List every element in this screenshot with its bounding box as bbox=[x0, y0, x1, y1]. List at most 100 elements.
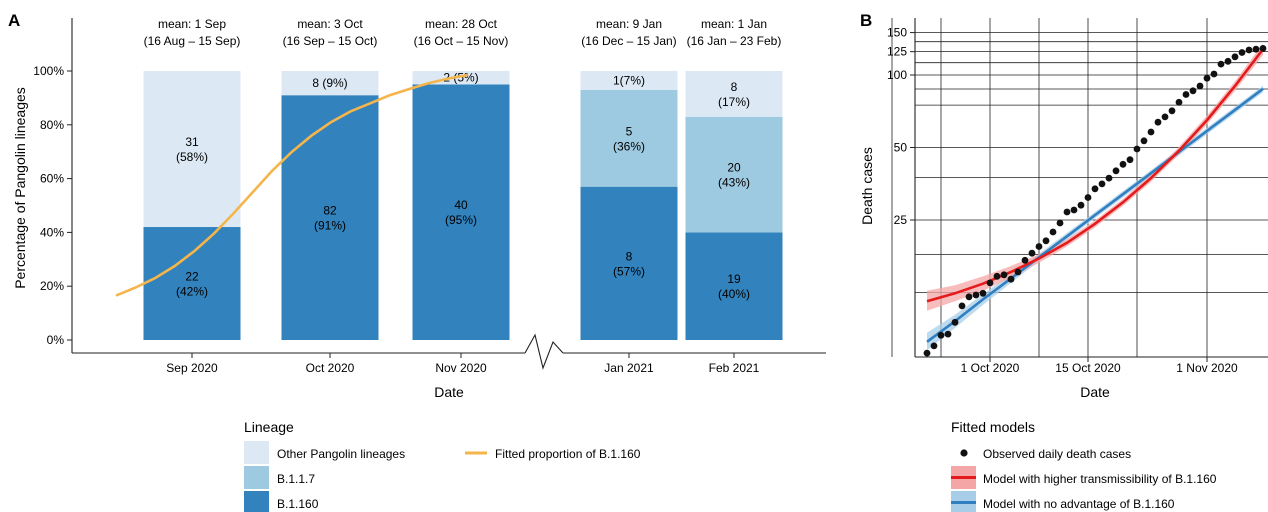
panel-label-a: A bbox=[8, 11, 20, 30]
observed-point bbox=[1126, 156, 1134, 164]
b-y-tick-label: 50 bbox=[894, 141, 908, 155]
bar-count-label: 19 bbox=[727, 272, 741, 286]
bar-count-label: 8 bbox=[731, 80, 738, 94]
bar-percent-label: (91%) bbox=[314, 219, 346, 233]
b-y-tick-label: 100 bbox=[887, 68, 907, 82]
observed-point bbox=[1182, 91, 1190, 98]
a-bar-labels: 22(42%) 31(58%) 82(91%) 8 (9%) 40(95%) 2 (5%)… bbox=[176, 71, 750, 301]
a-x-axis-title: Date bbox=[434, 384, 464, 400]
observed-point bbox=[1161, 113, 1169, 121]
bar-count-label: 22 bbox=[185, 270, 199, 284]
bar-annotation-mean: mean: 1 Jan bbox=[701, 17, 767, 31]
observed-point bbox=[1077, 201, 1085, 209]
observed-point bbox=[1238, 49, 1246, 56]
bar-annotation-mean: mean: 3 Oct bbox=[297, 17, 363, 31]
a-y-ticks: 0% 20% 40% 60% 80% 100% bbox=[33, 64, 72, 347]
observed-point bbox=[993, 272, 1001, 280]
observed-point bbox=[958, 302, 966, 310]
observed-point bbox=[1168, 107, 1176, 115]
a-x-tick-label: Nov 2020 bbox=[435, 361, 487, 375]
observed-point bbox=[1252, 45, 1260, 53]
b-y-axis-title: Death cases bbox=[859, 147, 875, 225]
observed-point bbox=[972, 291, 980, 299]
bar-b-1-160-1 bbox=[281, 95, 379, 341]
bar-other-pangolin-lineages-3 bbox=[580, 71, 678, 90]
bar-annotation-mean: mean: 28 Oct bbox=[425, 17, 498, 31]
bar-count-percent-label: 8 (9%) bbox=[312, 76, 347, 90]
b-x-tick-label: 1 Nov 2020 bbox=[1176, 361, 1238, 375]
observed-point bbox=[965, 293, 973, 301]
bar-b-1-1-7-3 bbox=[580, 89, 678, 187]
observed-point bbox=[1063, 208, 1071, 216]
observed-point bbox=[1217, 60, 1225, 68]
bar-annotation-range: (16 Oct – 15 Nov) bbox=[414, 34, 509, 48]
a-x-tick-label: Oct 2020 bbox=[306, 361, 355, 375]
panel-label-b: B bbox=[860, 11, 872, 30]
bar-other-pangolin-lineages-0 bbox=[143, 71, 241, 228]
observed-point bbox=[1154, 118, 1162, 126]
observed-point bbox=[1147, 128, 1155, 136]
observed-point bbox=[1245, 46, 1253, 54]
observed-point bbox=[1175, 98, 1183, 106]
observed-point bbox=[1203, 74, 1211, 82]
b-y-tick-label: 25 bbox=[894, 213, 908, 227]
b-observed-points bbox=[923, 45, 1267, 357]
legend-label-model-none: Model with no advantage of B.1.160 bbox=[983, 497, 1175, 511]
legend-swatch-other bbox=[244, 441, 269, 464]
bar-count-label: 5 bbox=[626, 124, 633, 138]
a-x-tick-label: Jan 2021 bbox=[604, 361, 654, 375]
observed-point bbox=[1105, 174, 1113, 182]
a-bars bbox=[143, 71, 783, 341]
observed-point bbox=[1231, 53, 1239, 61]
a-y-axis-title: Percentage of Pangolin lineages bbox=[12, 87, 28, 289]
confidence-band-high bbox=[927, 43, 1263, 311]
a-y-tick-label: 0% bbox=[47, 333, 65, 347]
bar-annotation-range: (16 Jan – 23 Feb) bbox=[687, 34, 782, 48]
legend-swatch-b117 bbox=[244, 466, 269, 489]
bar-count-label: 31 bbox=[185, 135, 199, 149]
legend-swatch-b1160 bbox=[244, 491, 269, 512]
observed-point bbox=[1049, 228, 1057, 236]
observed-point bbox=[1056, 219, 1064, 227]
bar-percent-label: (57%) bbox=[613, 264, 645, 278]
bar-other-pangolin-lineages-4 bbox=[685, 71, 783, 117]
observed-point bbox=[1259, 45, 1267, 52]
observed-point bbox=[923, 349, 931, 357]
bar-count-percent-label: 1(7%) bbox=[613, 73, 645, 87]
bar-count-percent-label: 2 (5%) bbox=[443, 71, 478, 85]
legend-title-fitted-models: Fitted models bbox=[951, 419, 1035, 435]
a-x-ticks: Sep 2020 Oct 2020 Nov 2020 Jan 2021 Feb 2021 bbox=[166, 353, 760, 375]
b-legend: Fitted models Observed daily death cases… bbox=[951, 419, 1217, 512]
a-y-tick-label: 100% bbox=[33, 64, 64, 78]
b-y-tick-label: 125 bbox=[887, 45, 907, 59]
bar-annotation-mean: mean: 9 Jan bbox=[596, 17, 662, 31]
legend-label-b117: B.1.1.7 bbox=[277, 472, 315, 486]
a-y-tick-label: 60% bbox=[40, 172, 64, 186]
legend-swatch-observed bbox=[960, 449, 968, 457]
observed-point bbox=[1042, 237, 1050, 245]
model-line-none bbox=[926, 87, 1264, 343]
observed-point bbox=[1014, 268, 1022, 276]
bar-b-1-160-4 bbox=[685, 232, 783, 340]
observed-point bbox=[1035, 243, 1043, 250]
bar-count-label: 8 bbox=[626, 249, 633, 263]
bar-b-1-1-7-4 bbox=[685, 116, 783, 233]
bar-count-label: 40 bbox=[454, 198, 468, 212]
b-y-ticks: 25 50 100 125 150 bbox=[887, 26, 915, 227]
bar-b-1-160-2 bbox=[412, 84, 510, 340]
bar-annotation-range: (16 Sep – 15 Oct) bbox=[283, 34, 378, 48]
bar-percent-label: (36%) bbox=[613, 139, 645, 153]
panel-a-chart: 22(42%) 31(58%) 82(91%) 8 (9%) 40(95%) 2 (5%)… bbox=[12, 17, 826, 400]
observed-point bbox=[1098, 180, 1106, 188]
observed-point bbox=[986, 279, 994, 287]
bar-percent-label: (58%) bbox=[176, 150, 208, 164]
legend-label-fitted: Fitted proportion of B.1.160 bbox=[495, 447, 641, 461]
a-axes bbox=[71, 18, 826, 370]
bar-annotation-range: (16 Dec – 15 Jan) bbox=[581, 34, 676, 48]
bar-b-1-160-3 bbox=[580, 186, 678, 340]
observed-point bbox=[930, 342, 938, 350]
fitted-proportion-line bbox=[115, 73, 469, 297]
observed-point bbox=[1210, 70, 1218, 78]
b-x-tick-label: 1 Oct 2020 bbox=[961, 361, 1020, 375]
legend-label-b1160: B.1.160 bbox=[277, 497, 319, 511]
